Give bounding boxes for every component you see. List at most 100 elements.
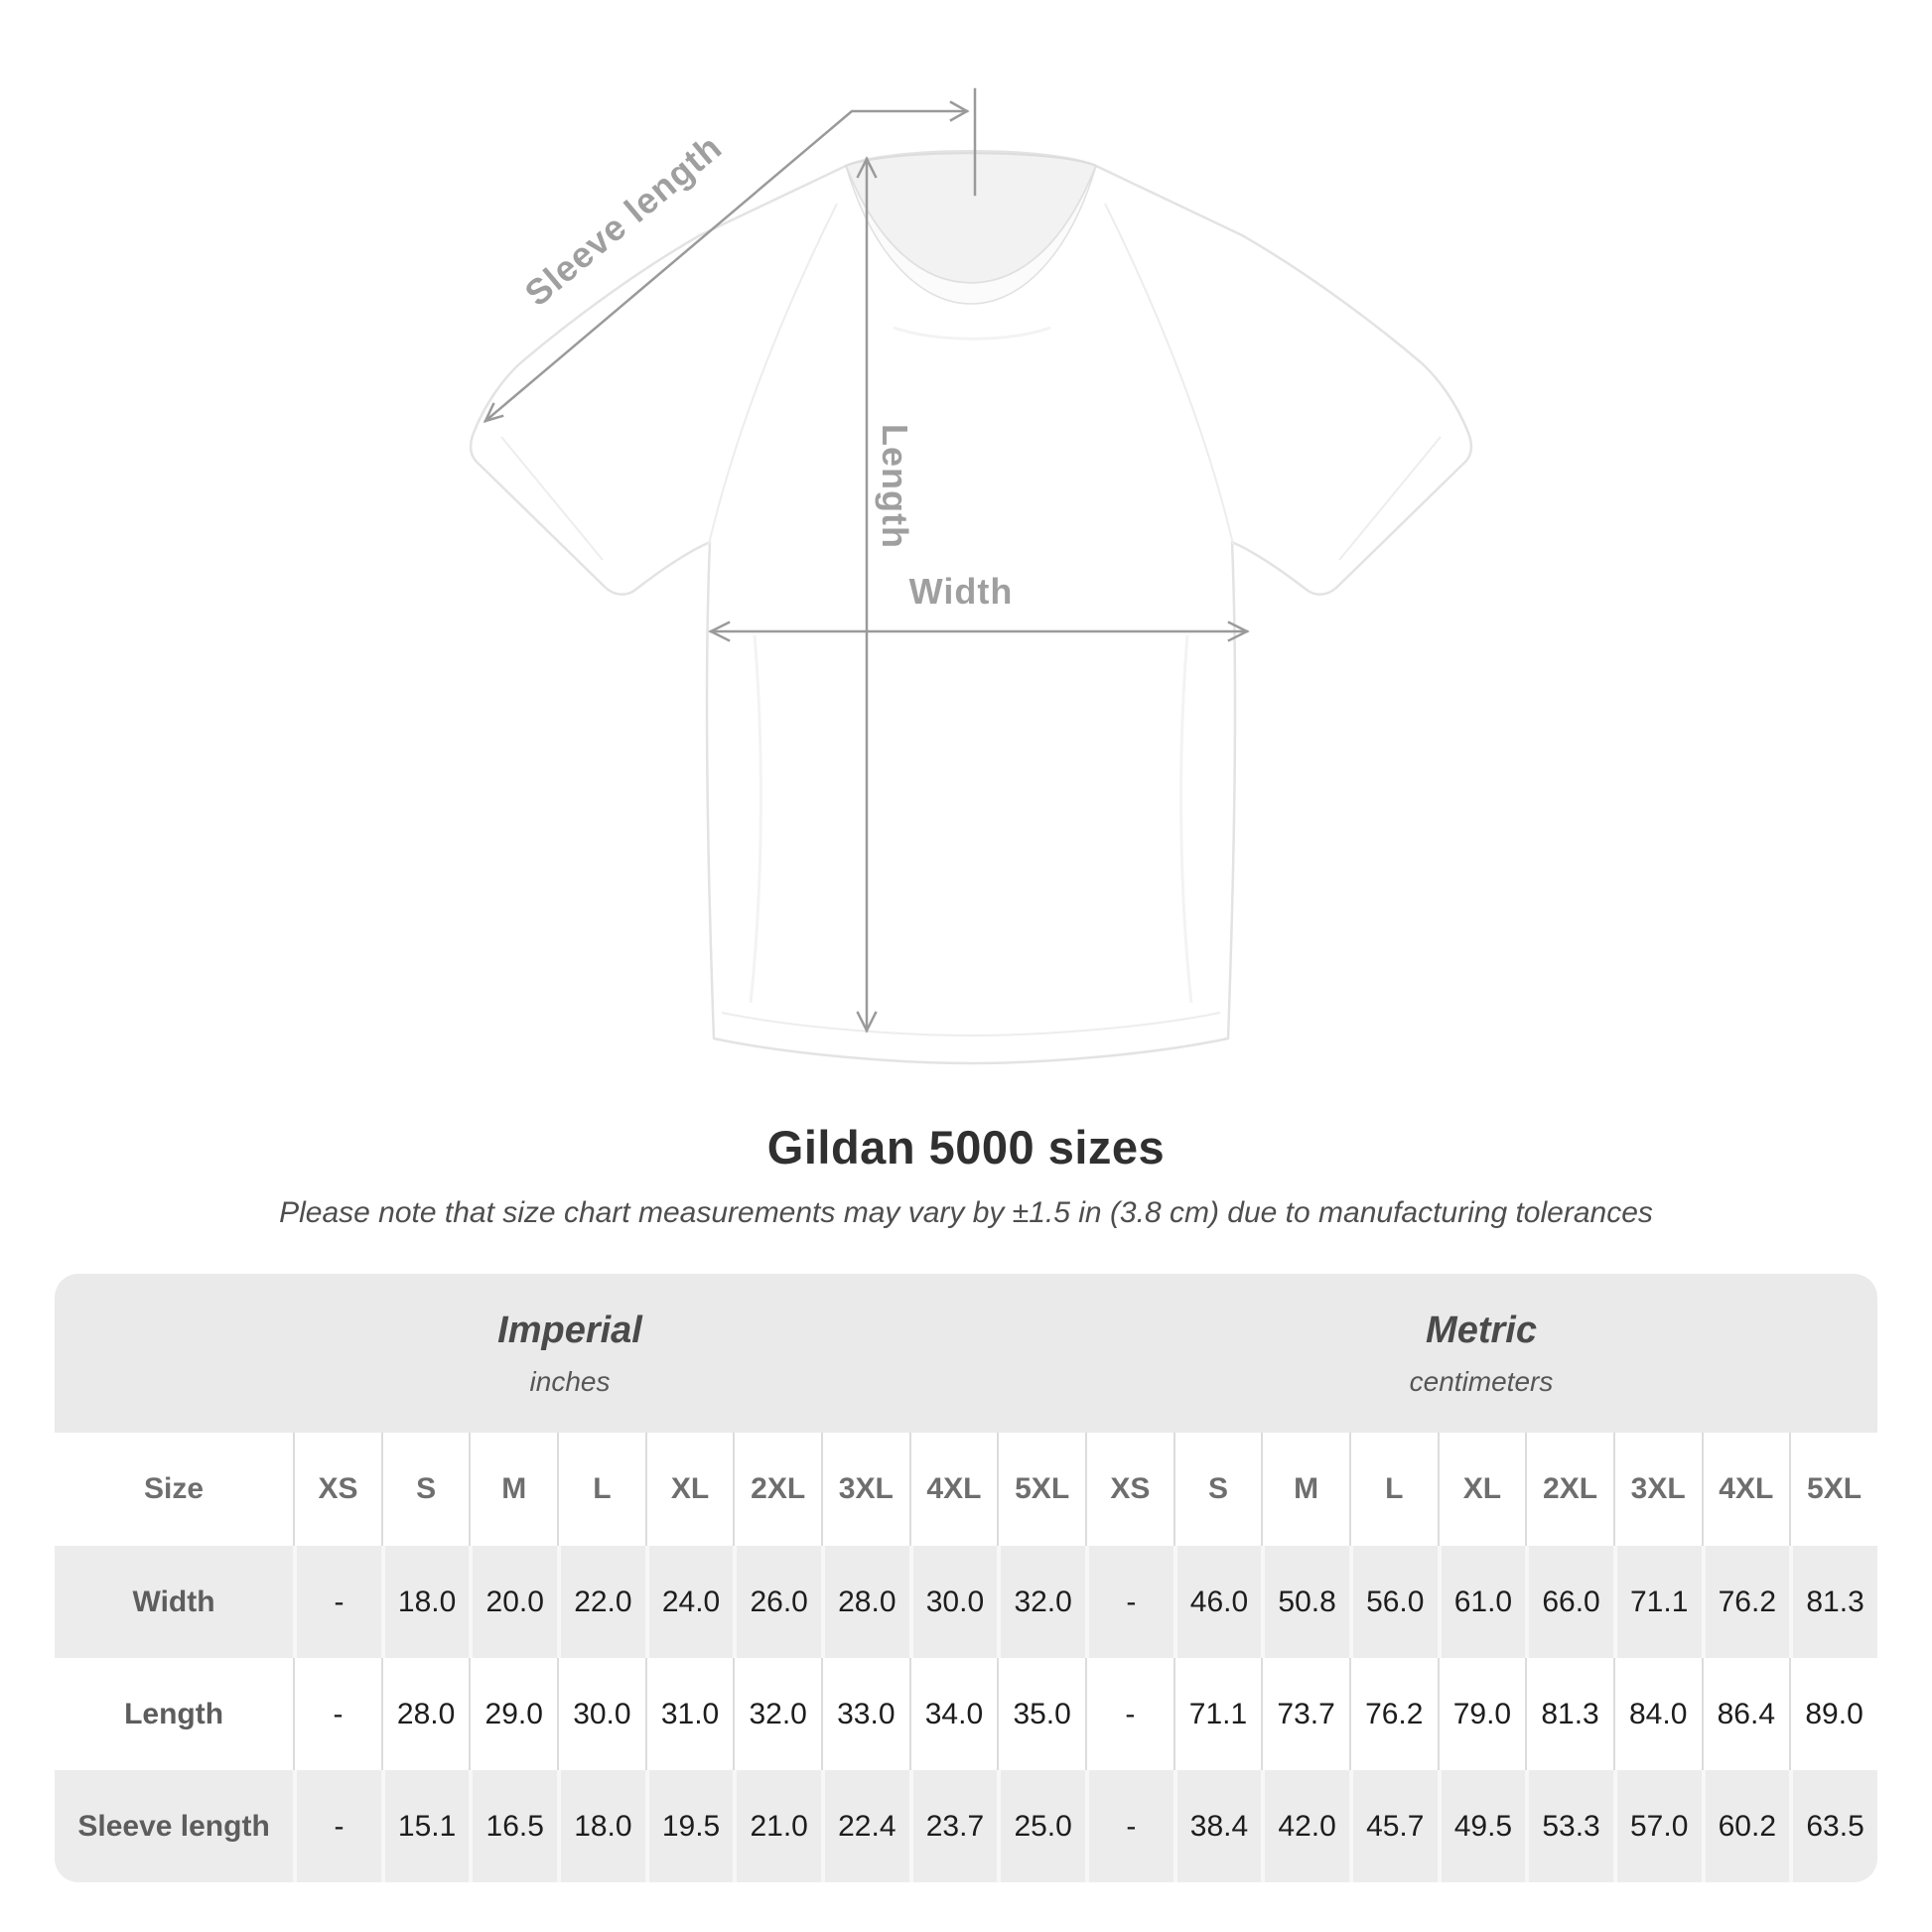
measurement-value-cell: 76.2 bbox=[1701, 1546, 1790, 1658]
size-column-header: M bbox=[469, 1433, 558, 1546]
measurement-value-cell: 84.0 bbox=[1612, 1658, 1702, 1770]
page-title: Gildan 5000 sizes bbox=[766, 1121, 1166, 1173]
measurement-value-cell: 28.0 bbox=[380, 1658, 470, 1770]
table-row-length: Length -28.0 29.0 30.0 31.0 32.0 33.0 34.0 35.0-… bbox=[55, 1658, 1877, 1770]
measurement-value-cell: 45.7 bbox=[1348, 1770, 1438, 1882]
measurement-value-cell: 66.0 bbox=[1525, 1546, 1613, 1658]
length-label: Length bbox=[875, 424, 915, 549]
size-column-header: L bbox=[1348, 1433, 1438, 1546]
measurement-value-cell: 19.5 bbox=[644, 1770, 734, 1882]
size-column-header: 4XL bbox=[1701, 1433, 1790, 1546]
size-header-row: Size XS S M L XL 2XL 3XL 4XL 5XL XS S M L XL 2XL 3XL 4XL… bbox=[55, 1433, 1877, 1546]
size-column-header: M bbox=[1261, 1433, 1349, 1546]
measurement-value-cell: - bbox=[1085, 1770, 1173, 1882]
measurement-value-cell: 25.0 bbox=[997, 1770, 1086, 1882]
size-column-header: L bbox=[557, 1433, 645, 1546]
row-label: Width bbox=[55, 1546, 294, 1658]
size-header-cell: Size bbox=[55, 1433, 294, 1546]
measurement-value-cell: - bbox=[293, 1546, 381, 1658]
measurement-value-cell: 22.0 bbox=[557, 1546, 645, 1658]
heading-block: Gildan 5000 sizes Please note that size … bbox=[0, 1120, 1932, 1230]
measurement-value-cell: - bbox=[293, 1770, 381, 1882]
row-label: Sleeve length bbox=[55, 1770, 294, 1882]
unit-header-row: Imperial inches Metric centimeters bbox=[55, 1274, 1877, 1433]
measurement-value-cell: - bbox=[1085, 1658, 1173, 1770]
measurement-value-cell: 32.0 bbox=[733, 1658, 821, 1770]
imperial-header-cell: Imperial inches bbox=[55, 1274, 1086, 1433]
tolerance-note: Please note that size chart measurements… bbox=[279, 1196, 1653, 1229]
measurement-value-cell: 29.0 bbox=[469, 1658, 558, 1770]
size-column-header: XS bbox=[293, 1433, 381, 1546]
measurement-value-cell: 73.7 bbox=[1261, 1658, 1349, 1770]
measurement-value-cell: 24.0 bbox=[644, 1546, 734, 1658]
tshirt-silhouette bbox=[469, 150, 1473, 1065]
measurement-value-cell: - bbox=[293, 1658, 381, 1770]
size-column-header: S bbox=[1173, 1433, 1262, 1546]
measurement-value-cell: 57.0 bbox=[1612, 1770, 1702, 1882]
measurement-value-cell: 71.1 bbox=[1173, 1658, 1262, 1770]
width-label: Width bbox=[909, 571, 1014, 612]
measurement-value-cell: 22.4 bbox=[820, 1770, 909, 1882]
seam-lines bbox=[500, 203, 1442, 1037]
measurement-value-cell: 76.2 bbox=[1348, 1658, 1438, 1770]
measurement-value-cell: 50.8 bbox=[1261, 1546, 1349, 1658]
measurement-value-cell: 23.7 bbox=[908, 1770, 998, 1882]
metric-sublabel: centimeters bbox=[1409, 1365, 1554, 1397]
tshirt-diagram: Sleeve length Length Width bbox=[469, 87, 1473, 1065]
measurement-value-cell: 26.0 bbox=[733, 1546, 821, 1658]
table-row-sleeve-length: Sleeve length -15.1 16.5 18.0 19.5 21.0 22.4 23… bbox=[55, 1770, 1877, 1882]
measurement-value-cell: 34.0 bbox=[908, 1658, 998, 1770]
measurement-value-cell: 31.0 bbox=[644, 1658, 734, 1770]
measurement-value-cell: 81.3 bbox=[1789, 1546, 1877, 1658]
measurement-value-cell: 46.0 bbox=[1173, 1546, 1262, 1658]
measurement-value-cell: 81.3 bbox=[1525, 1658, 1613, 1770]
size-column-header: 3XL bbox=[820, 1433, 909, 1546]
measurement-value-cell: 56.0 bbox=[1348, 1546, 1438, 1658]
size-column-header: 5XL bbox=[997, 1433, 1086, 1546]
measurement-value-cell: 32.0 bbox=[997, 1546, 1086, 1658]
measurement-value-cell: 30.0 bbox=[908, 1546, 998, 1658]
measurement-lines bbox=[483, 87, 1250, 1034]
measurement-value-cell: 18.0 bbox=[380, 1546, 470, 1658]
table-row-width: Width -18.0 20.0 22.0 24.0 26.0 28.0 30.0 32.0-4… bbox=[55, 1546, 1877, 1658]
measurement-value-cell: 42.0 bbox=[1261, 1770, 1349, 1882]
measurement-value-cell: 21.0 bbox=[733, 1770, 821, 1882]
size-column-header: 3XL bbox=[1612, 1433, 1702, 1546]
size-table: Imperial inches Metric centimeters Size … bbox=[55, 1274, 1877, 1882]
imperial-label: Imperial bbox=[497, 1309, 642, 1351]
imperial-sublabel: inches bbox=[529, 1365, 611, 1397]
measurement-value-cell: 33.0 bbox=[820, 1658, 909, 1770]
sleeve-length-arrow bbox=[483, 109, 969, 423]
size-column-header: 2XL bbox=[1525, 1433, 1613, 1546]
fabric-wrinkles bbox=[749, 326, 1193, 1004]
size-column-header: 4XL bbox=[908, 1433, 998, 1546]
size-column-header: 2XL bbox=[733, 1433, 821, 1546]
measurement-value-cell: 60.2 bbox=[1701, 1770, 1790, 1882]
size-table-grid: Imperial inches Metric centimeters Size … bbox=[55, 1274, 1877, 1882]
size-column-header: XL bbox=[1437, 1433, 1526, 1546]
measurement-value-cell: 71.1 bbox=[1612, 1546, 1702, 1658]
measurement-value-cell: 49.5 bbox=[1437, 1770, 1526, 1882]
measurement-value-cell: 89.0 bbox=[1789, 1658, 1877, 1770]
collar-band bbox=[845, 165, 1097, 305]
measurement-value-cell: 15.1 bbox=[380, 1770, 470, 1882]
measurement-value-cell: 61.0 bbox=[1437, 1546, 1526, 1658]
measurement-value-cell: 86.4 bbox=[1701, 1658, 1790, 1770]
measurement-value-cell: - bbox=[1085, 1546, 1173, 1658]
size-column-header: XS bbox=[1085, 1433, 1173, 1546]
metric-header-cell: Metric centimeters bbox=[1085, 1274, 1877, 1433]
measurement-value-cell: 20.0 bbox=[469, 1546, 558, 1658]
measurement-value-cell: 63.5 bbox=[1789, 1770, 1877, 1882]
measurement-value-cell: 30.0 bbox=[557, 1658, 645, 1770]
row-label: Length bbox=[55, 1658, 294, 1770]
measurement-value-cell: 38.4 bbox=[1173, 1770, 1262, 1882]
measurement-value-cell: 18.0 bbox=[557, 1770, 645, 1882]
size-column-header: XL bbox=[644, 1433, 734, 1546]
measurement-value-cell: 35.0 bbox=[997, 1658, 1086, 1770]
metric-label: Metric bbox=[1426, 1309, 1537, 1351]
measurement-value-cell: 79.0 bbox=[1437, 1658, 1526, 1770]
measurement-value-cell: 16.5 bbox=[469, 1770, 558, 1882]
measurement-value-cell: 53.3 bbox=[1525, 1770, 1613, 1882]
size-column-header: 5XL bbox=[1789, 1433, 1877, 1546]
